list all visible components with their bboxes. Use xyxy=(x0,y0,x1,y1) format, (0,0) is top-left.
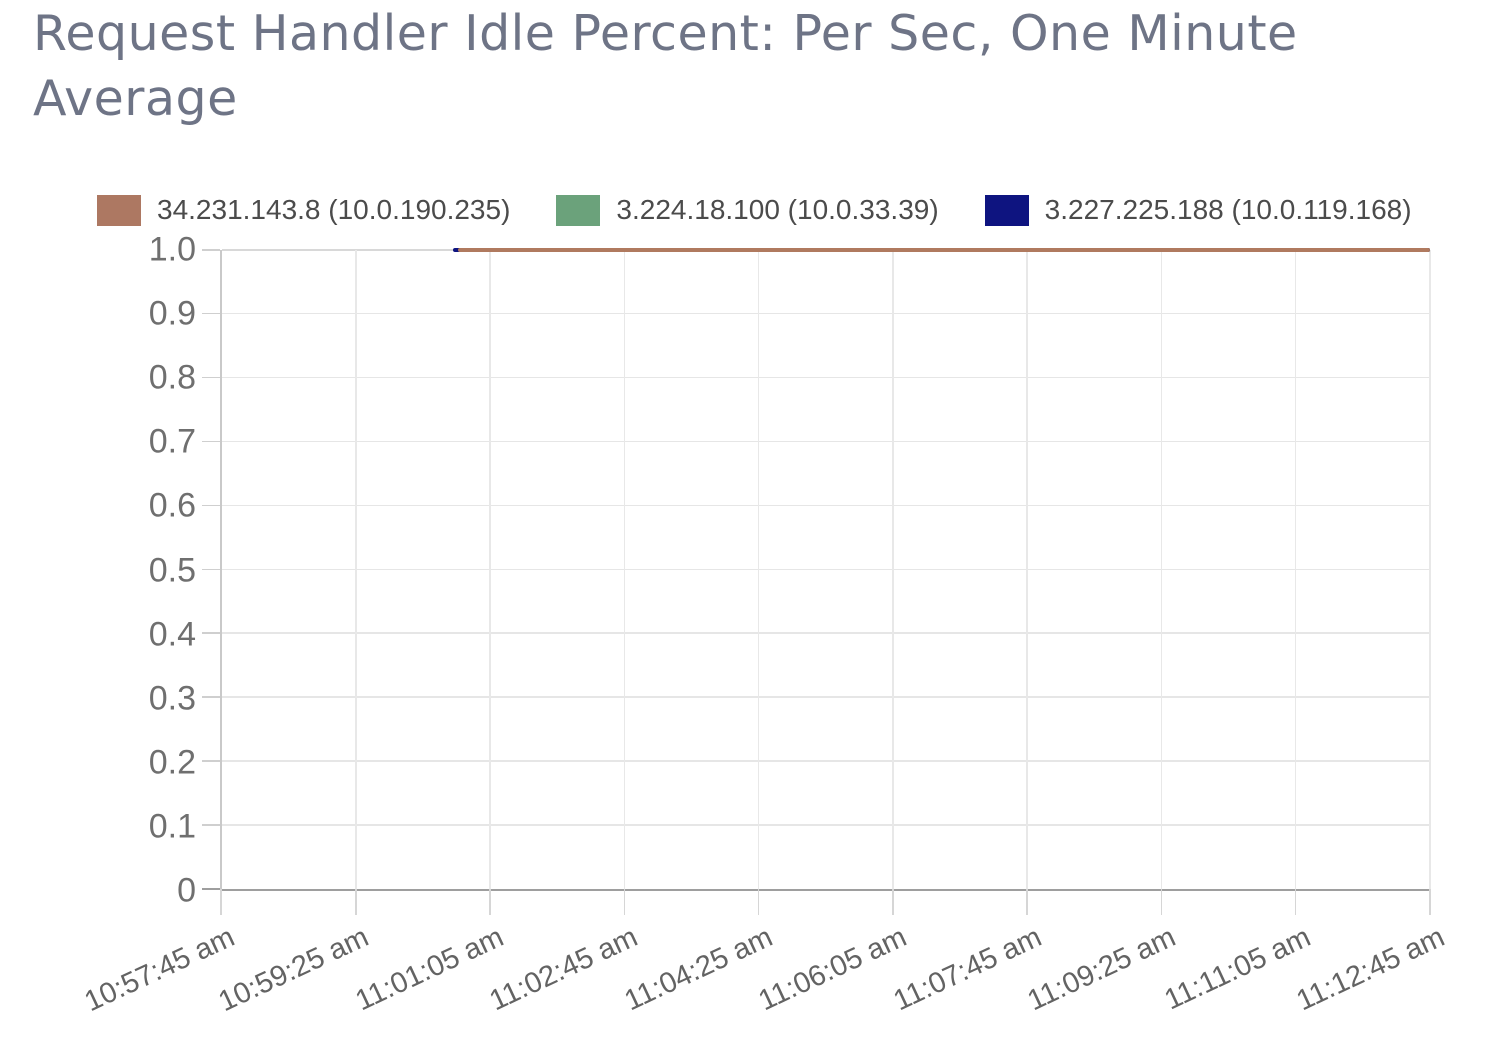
x-tick-mark xyxy=(355,889,357,915)
legend-swatch-icon xyxy=(97,194,141,226)
y-tick-mark xyxy=(202,568,220,570)
y-tick-label: 0.6 xyxy=(148,486,196,525)
gridline-vertical xyxy=(1294,250,1297,889)
x-tick-label: 11:07:45 am xyxy=(888,921,1047,1018)
y-tick-mark xyxy=(202,824,220,826)
legend-swatch-icon xyxy=(984,194,1029,226)
x-tick-mark xyxy=(892,889,894,915)
x-tick-label: 11:12:45 am xyxy=(1291,921,1450,1018)
x-tick-label: 11:06:05 am xyxy=(754,921,912,1018)
chart-title: Request Handler Idle Percent: Per Sec, O… xyxy=(33,5,1298,127)
y-tick-mark xyxy=(202,312,220,315)
x-axis-labels: 10:57:45 am 10:59:25 am 11:01:05 am 11:02:4… xyxy=(80,893,1450,1053)
y-tick-mark xyxy=(202,440,220,443)
gridline-vertical xyxy=(489,250,491,889)
gridline-horizontal xyxy=(222,824,1430,826)
y-tick-mark xyxy=(202,632,220,634)
x-tick-label: 11:09:25 am xyxy=(1022,921,1181,1018)
y-tick-mark xyxy=(202,376,220,379)
y-tick-label: 0.8 xyxy=(148,358,196,397)
legend-item[interactable]: 3.227.225.188 (10.0.119.168) xyxy=(984,194,1412,226)
x-tick-mark xyxy=(757,889,760,915)
x-tick-mark xyxy=(220,889,222,915)
x-tick-mark xyxy=(623,889,626,915)
legend-item[interactable]: 34.231.143.8 (10.0.190.235) xyxy=(97,194,510,226)
x-tick-label: 10:59:25 am xyxy=(214,921,374,1019)
gridline-horizontal xyxy=(222,632,1430,634)
x-tick-mark xyxy=(1026,889,1028,915)
y-tick-mark xyxy=(202,888,220,890)
gridline-horizontal xyxy=(222,504,1430,507)
legend-item-label: 34.231.143.8 (10.0.190.235) xyxy=(157,194,511,225)
x-tick-label: 10:57:45 am xyxy=(79,921,240,1019)
legend-item[interactable]: 3.224.18.100 (10.0.33.39) xyxy=(556,194,939,226)
gridline-horizontal xyxy=(222,440,1430,443)
plot-area xyxy=(202,247,1431,915)
y-tick-label: 0.9 xyxy=(148,294,196,333)
gridline-horizontal xyxy=(222,696,1430,698)
gridline-vertical xyxy=(1026,250,1028,889)
y-tick-label: 0.2 xyxy=(148,743,196,782)
gridline-vertical xyxy=(1160,250,1163,889)
y-tick-label: 0.3 xyxy=(148,679,196,718)
gridline-vertical xyxy=(355,250,357,889)
x-tick-label: 11:02:45 am xyxy=(485,921,643,1018)
y-tick-label: 0.7 xyxy=(148,422,196,461)
gridline-vertical xyxy=(623,250,626,889)
gridline-vertical xyxy=(892,250,894,889)
y-tick-label: 0.5 xyxy=(148,551,196,589)
gridline-vertical xyxy=(757,250,760,889)
y-tick-label: 1.0 xyxy=(148,230,196,269)
x-tick-mark xyxy=(1429,889,1431,915)
gridline-horizontal xyxy=(222,312,1430,315)
gridline-vertical xyxy=(1429,250,1431,889)
legend-item-label: 3.227.225.188 (10.0.119.168) xyxy=(1044,194,1412,225)
y-tick-mark xyxy=(202,249,220,251)
y-axis-labels: 1.0 0.9 0.8 0.7 0.6 0.5 0.4 0.3 0.2 0.1 0 xyxy=(0,231,196,910)
x-tick-mark xyxy=(1160,889,1163,915)
x-tick-label: 11:04:25 am xyxy=(619,921,778,1018)
legend-item-label: 3.224.18.100 (10.0.33.39) xyxy=(616,194,939,225)
y-tick-label: 0 xyxy=(177,871,196,910)
x-tick-mark xyxy=(1294,889,1297,915)
y-tick-label: 0.4 xyxy=(148,615,196,654)
gridline-horizontal xyxy=(222,376,1430,379)
series-line xyxy=(458,247,1430,252)
y-tick-label: 0.1 xyxy=(148,807,196,846)
x-tick-label: 11:11:05 am xyxy=(1159,921,1316,1017)
gridline-horizontal xyxy=(222,568,1430,570)
gridline-horizontal xyxy=(222,760,1430,762)
legend: 34.231.143.8 (10.0.190.235) 3.224.18.100 … xyxy=(97,194,1412,226)
series-lines xyxy=(222,247,1430,889)
y-tick-mark xyxy=(202,696,220,698)
legend-swatch-icon xyxy=(556,194,601,226)
x-tick-label: 11:01:05 am xyxy=(350,921,509,1018)
x-tick-mark xyxy=(489,889,491,915)
y-tick-mark xyxy=(202,760,220,762)
y-tick-mark xyxy=(202,504,220,507)
